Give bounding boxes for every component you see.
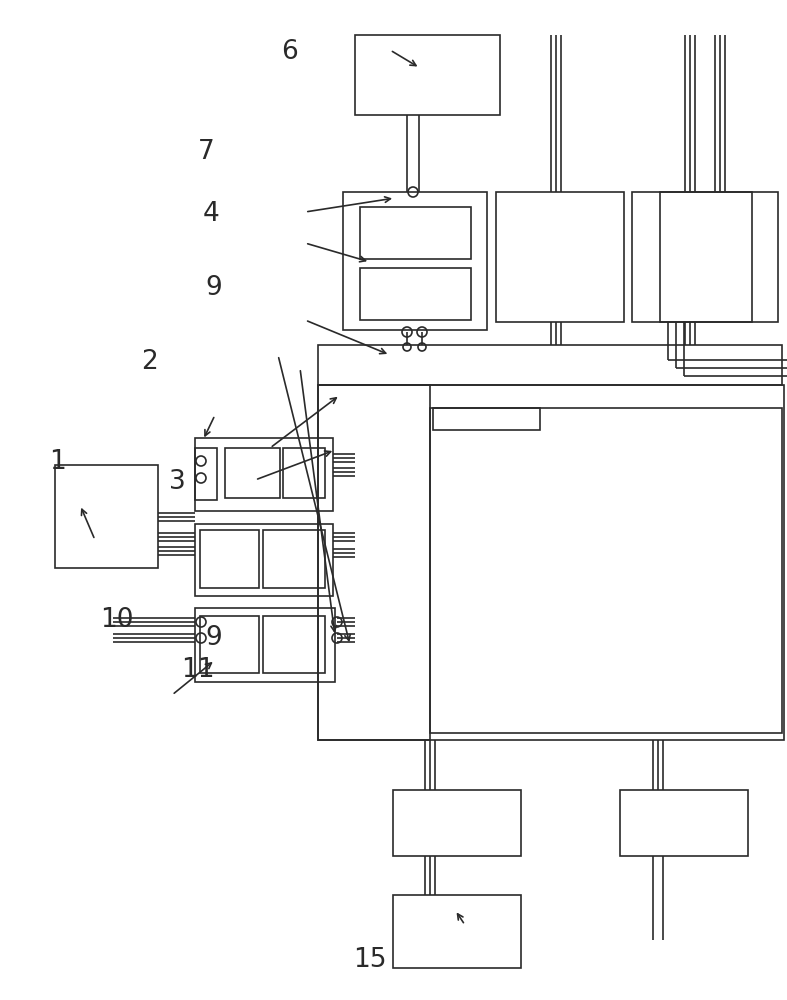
Text: 9: 9 — [205, 275, 223, 301]
Bar — [360, 268, 471, 320]
Bar — [318, 385, 784, 740]
Bar — [496, 192, 624, 322]
Bar — [318, 385, 430, 740]
Bar — [200, 616, 259, 673]
Bar — [632, 192, 752, 322]
Bar — [195, 438, 333, 511]
Bar — [195, 448, 217, 500]
Text: 15: 15 — [353, 947, 386, 973]
Bar — [430, 408, 782, 733]
Bar — [360, 207, 471, 259]
Bar — [283, 448, 325, 498]
Text: 2: 2 — [141, 349, 158, 375]
Text: 1: 1 — [49, 449, 66, 475]
Text: 9: 9 — [205, 625, 223, 651]
Bar — [393, 790, 521, 856]
Bar — [660, 192, 778, 322]
Bar — [195, 608, 335, 682]
Bar — [195, 524, 333, 596]
Text: 3: 3 — [168, 469, 186, 495]
Bar — [225, 448, 280, 498]
Text: 11: 11 — [182, 657, 215, 683]
Bar — [55, 465, 158, 568]
Text: 4: 4 — [202, 201, 220, 227]
Bar — [433, 408, 540, 430]
Bar — [263, 530, 325, 588]
Bar — [343, 192, 487, 330]
Bar — [620, 790, 748, 856]
Text: 6: 6 — [281, 39, 298, 65]
Bar — [355, 35, 500, 115]
Bar — [263, 616, 325, 673]
Bar — [318, 345, 782, 385]
Text: 7: 7 — [198, 139, 215, 165]
Text: 10: 10 — [100, 607, 133, 633]
Bar — [200, 530, 259, 588]
Bar — [393, 895, 521, 968]
